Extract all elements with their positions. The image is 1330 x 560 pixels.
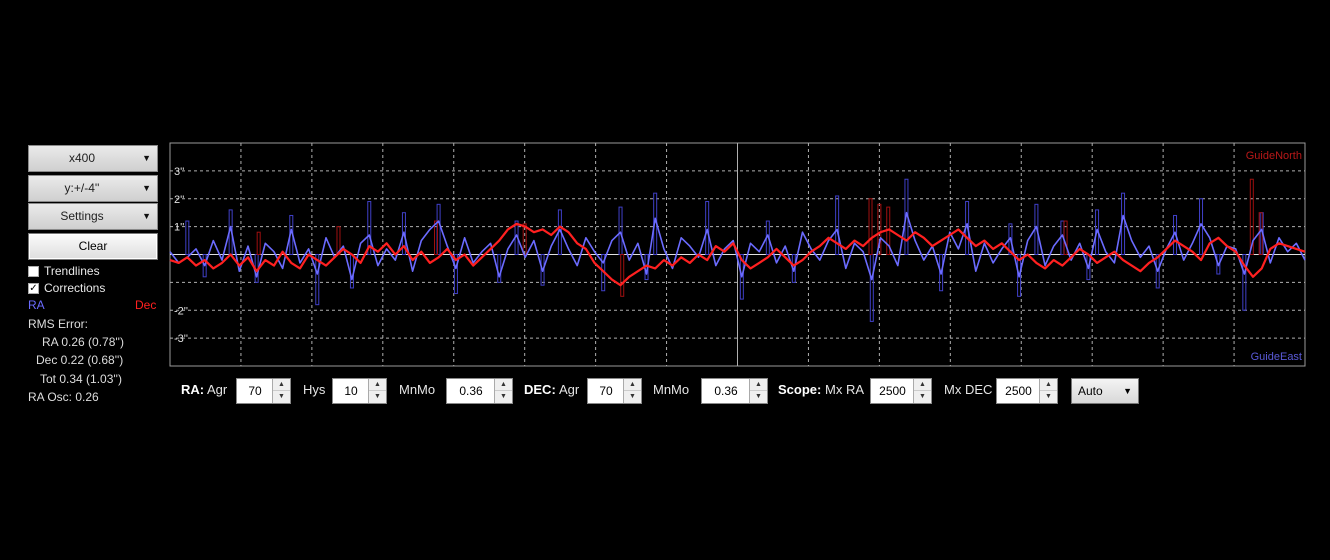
dec-mnmo-spinner[interactable]: 0.36 ▲ ▼ xyxy=(701,378,768,404)
dec-agr-value[interactable]: 70 xyxy=(599,384,613,398)
rms-tot: Tot 0.34 (1.03'') xyxy=(40,372,122,386)
dec-correction-bar xyxy=(877,203,882,255)
legend-ra: RA xyxy=(28,298,45,312)
ra-agr-label: Agr xyxy=(207,382,228,397)
ra-correction-bar xyxy=(401,212,406,255)
guide-mode-dropdown[interactable]: Auto ▼ xyxy=(1071,378,1139,404)
chevron-down-icon: ▼ xyxy=(142,211,151,221)
dec-mnmo-label: MnMo xyxy=(653,382,690,397)
dec-mnmo-value[interactable]: 0.36 xyxy=(714,384,738,398)
spin-down-icon[interactable]: ▼ xyxy=(278,393,285,400)
dec-agr-spinner[interactable]: 70 ▲ ▼ xyxy=(587,378,642,404)
ra-hys-label: Hys xyxy=(303,382,326,397)
spin-down-icon[interactable]: ▼ xyxy=(1045,393,1052,400)
ra-correction-bar xyxy=(739,254,744,300)
dec-correction-bar xyxy=(1249,178,1254,255)
spin-down-icon[interactable]: ▼ xyxy=(629,393,636,400)
ra-correction-bar xyxy=(367,201,372,256)
dec-correction-bar xyxy=(620,254,625,297)
ra-mnmo-spinner[interactable]: 0.36 ▲ ▼ xyxy=(446,378,513,404)
spin-down-icon[interactable]: ▼ xyxy=(919,393,926,400)
clear-button[interactable]: Clear xyxy=(28,233,158,260)
trendlines-label: Trendlines xyxy=(44,264,100,278)
ra-series-line xyxy=(169,211,1306,281)
mx-ra-spinner[interactable]: 2500 ▲ ▼ xyxy=(870,378,932,404)
y-scale-dropdown[interactable]: y:+/-4'' ▼ xyxy=(28,175,158,202)
guide-north-label: GuideNorth xyxy=(1246,150,1302,162)
ra-correction-bar xyxy=(315,254,320,306)
chevron-down-icon: ▼ xyxy=(142,183,151,193)
y-tick-label: 1'' xyxy=(174,222,184,234)
spin-down-icon[interactable]: ▼ xyxy=(500,393,507,400)
x-scale-value: x400 xyxy=(68,151,96,165)
ra-osc: RA Osc: 0.26 xyxy=(28,390,99,404)
dec-correction-bar xyxy=(256,231,261,255)
ra-agr-value[interactable]: 70 xyxy=(248,384,262,398)
legend-dec: Dec xyxy=(135,298,157,312)
ra-correction-bar xyxy=(1242,254,1247,311)
ra-correction-bar xyxy=(453,254,458,295)
ra-correction-bar xyxy=(835,195,840,255)
checkbox-unchecked-icon[interactable] xyxy=(28,265,39,277)
checkmark-icon[interactable]: ✓ xyxy=(28,282,39,294)
spin-down-icon[interactable]: ▼ xyxy=(374,393,381,400)
chevron-down-icon: ▼ xyxy=(1123,386,1132,396)
mx-dec-value[interactable]: 2500 xyxy=(1005,384,1032,398)
y-tick-label: 3'' xyxy=(174,166,184,178)
spin-up-icon[interactable]: ▲ xyxy=(495,379,512,391)
guide-mode-value: Auto xyxy=(1078,384,1103,398)
dec-correction-bar xyxy=(868,198,873,255)
settings-dropdown[interactable]: Settings ▼ xyxy=(28,203,158,230)
scope-section-label: Scope: xyxy=(778,382,822,397)
ra-correction-bar xyxy=(1155,254,1160,289)
rms-title: RMS Error: xyxy=(28,317,88,331)
spin-up-icon[interactable]: ▲ xyxy=(273,379,290,391)
guide-lines xyxy=(169,211,1306,287)
y-tick-label: -3'' xyxy=(174,333,188,345)
settings-label: Settings xyxy=(60,209,104,223)
mx-dec-spinner[interactable]: 2500 ▲ ▼ xyxy=(996,378,1058,404)
spin-up-icon[interactable]: ▲ xyxy=(750,379,767,391)
ra-section-label: RA: xyxy=(181,382,205,397)
y-tick-label: 2'' xyxy=(174,194,184,206)
ra-hys-value[interactable]: 10 xyxy=(344,384,358,398)
rms-dec: Dec 0.22 (0.68'') xyxy=(36,353,124,367)
ra-mnmo-label: MnMo xyxy=(399,382,436,397)
mx-dec-label: Mx DEC xyxy=(944,382,993,397)
ra-hys-spinner[interactable]: 10 ▲ ▼ xyxy=(332,378,387,404)
mx-ra-value[interactable]: 2500 xyxy=(879,384,906,398)
dec-section-label: DEC: xyxy=(524,382,556,397)
y-tick-label: -2'' xyxy=(174,305,188,317)
ra-correction-bar xyxy=(939,254,944,292)
rms-ra: RA 0.26 (0.78'') xyxy=(42,335,124,349)
y-scale-value: y:+/-4'' xyxy=(64,181,100,195)
ra-correction-bar xyxy=(540,254,545,286)
ra-correction-bar xyxy=(1017,254,1022,297)
spin-up-icon[interactable]: ▲ xyxy=(1040,379,1057,391)
dec-series-line xyxy=(169,222,1306,287)
mx-ra-label: Mx RA xyxy=(825,382,864,397)
ra-agr-spinner[interactable]: 70 ▲ ▼ xyxy=(236,378,291,404)
ra-correction-bar xyxy=(705,201,710,256)
spin-up-icon[interactable]: ▲ xyxy=(624,379,641,391)
dec-correction-bar xyxy=(434,220,439,256)
ra-mnmo-value[interactable]: 0.36 xyxy=(459,384,483,398)
guide-east-label: GuideEast xyxy=(1251,351,1302,363)
ra-correction-bar xyxy=(185,220,190,256)
spin-up-icon[interactable]: ▲ xyxy=(369,379,386,391)
trendlines-checkbox[interactable]: Trendlines xyxy=(28,263,100,279)
corrections-checkbox[interactable]: ✓ Corrections xyxy=(28,280,105,296)
corrections-label: Corrections xyxy=(44,281,106,295)
chevron-down-icon: ▼ xyxy=(142,153,151,163)
spin-down-icon[interactable]: ▼ xyxy=(755,393,762,400)
x-scale-dropdown[interactable]: x400 ▼ xyxy=(28,145,158,172)
dec-agr-label: Agr xyxy=(559,382,580,397)
spin-up-icon[interactable]: ▲ xyxy=(914,379,931,391)
y-tick-labels: 3'' 2'' 1'' -2'' -3'' xyxy=(174,166,188,345)
ra-correction-bar xyxy=(202,254,207,278)
